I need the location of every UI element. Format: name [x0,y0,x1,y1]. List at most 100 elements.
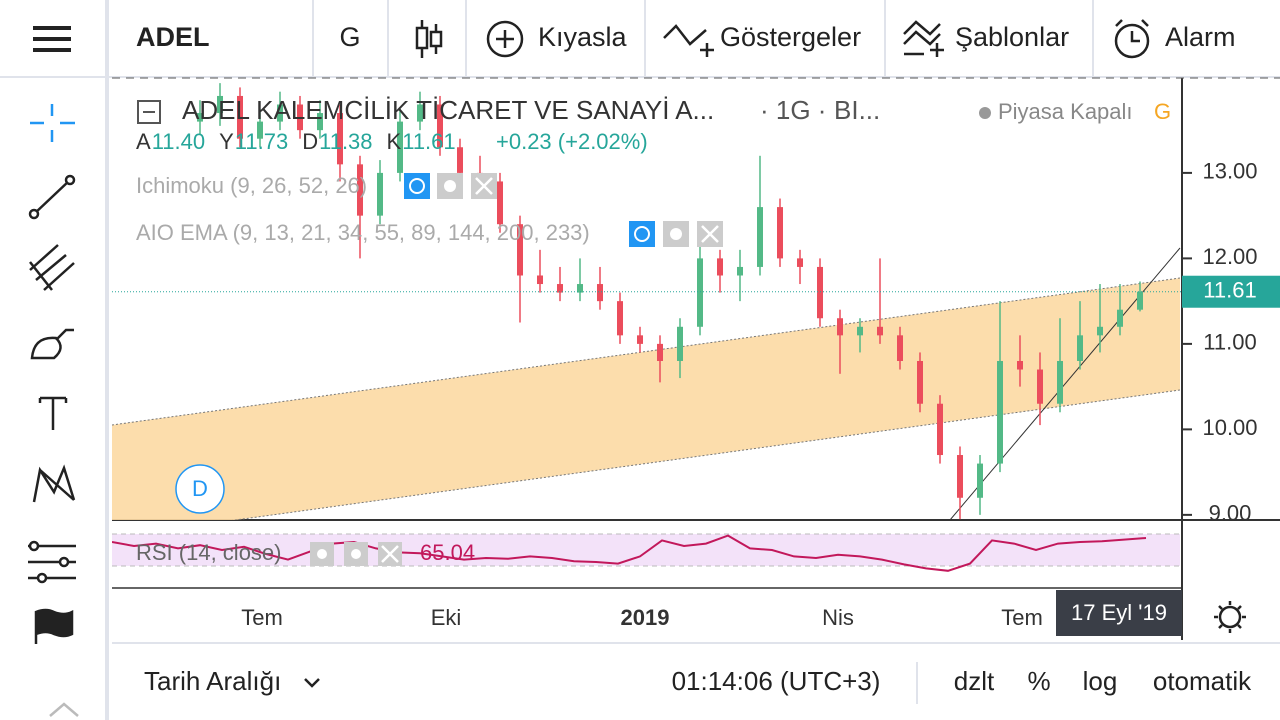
status-flag: G [1154,99,1171,124]
rsi-value: 65.04 [420,540,475,565]
candle-body [517,224,523,276]
change: +0.23 (+2.02%) [496,129,648,154]
candle-body [417,104,423,122]
ohlc-value: 11.40 [152,129,205,154]
alarm-icon[interactable] [1114,19,1150,59]
candle-body [997,360,1003,464]
alarm[interactable]: Alarm [1165,22,1236,52]
candle-body [337,113,343,165]
ohlc-value: 11.73 [235,129,288,154]
ohlc-key: Y [219,129,234,154]
indicators[interactable]: Göstergeler [720,22,861,52]
crosshair-tool[interactable] [30,104,75,142]
templates[interactable]: Şablonlar [955,22,1069,52]
candle-body [937,403,943,456]
top-toolbar: ADEL G Kıyasla Göstergeler Şablonlar Ala… [33,0,1236,77]
ohlc-value: 11.38 [319,129,372,154]
y-tick-label: 13.00 [1202,159,1257,184]
legend-title: ADEL KALEMCİLİK TİCARET VE SANAYİ A... [182,95,714,125]
menu-button[interactable] [33,26,71,52]
candle-body [557,284,563,293]
study-buttons[interactable] [310,173,723,566]
legend-exchange: BI... [834,95,880,125]
candle-body [1017,360,1023,370]
marker-label[interactable]: D [192,476,208,501]
candle-body [977,463,983,498]
rsi-line [112,534,1147,572]
templates-icon[interactable] [903,20,944,57]
log-toggle[interactable]: log [1083,666,1118,696]
left-toolbar [28,104,79,717]
bottom-bar: Tarih Aralığı 01:14:06 (UTC+3) dzlt % lo… [144,662,1252,704]
candle-body [197,113,203,122]
rsi-pane [112,533,1180,572]
channel-fill [112,278,1180,520]
y-tick-label: 11.00 [1203,330,1256,355]
fib-tool[interactable] [29,244,75,291]
indicators-icon[interactable] [663,24,714,57]
study-ema: AIO EMA (9, 13, 21, 34, 55, 89, 144, 200… [136,220,590,245]
y-tick-label: 10.00 [1202,415,1257,440]
compare-icon[interactable] [486,20,524,58]
clock: 01:14:06 (UTC+3) [672,666,881,696]
candle-body [677,326,683,361]
last-price-label: 11.61 [1203,278,1256,303]
interval[interactable]: G [339,22,360,52]
candle-body [617,301,623,336]
candle-body [637,335,643,344]
candle-body [437,104,443,148]
candle-body [797,258,803,267]
rsi-band [112,534,1180,566]
candle-body [577,284,583,293]
candle-body [1037,369,1043,404]
candle-body [897,335,903,361]
line-tool[interactable] [28,174,76,220]
compare[interactable]: Kıyasla [538,22,628,52]
market-status: Piyasa Kapalı [998,99,1133,124]
text-tool[interactable] [38,396,68,430]
ohlc-key: A [136,129,151,154]
candle-body [697,258,703,327]
candle-body [277,104,283,122]
x-tick-label: 2019 [621,605,670,630]
collapse-button[interactable] [137,100,161,124]
percent-toggle[interactable]: % [1027,666,1050,696]
candle-body [837,318,843,336]
legend-interval: · 1G · [760,95,826,125]
pattern-tool[interactable] [32,464,76,503]
candle-body [957,455,963,498]
candle-body [497,181,503,225]
crosshair-date-box [1056,590,1182,636]
y-tick-label: 9.00 [1209,501,1252,526]
brush-tool[interactable] [30,328,74,360]
adjust-toggle[interactable]: dzlt [954,666,995,696]
candle-body [597,284,603,302]
measure-tool[interactable] [28,540,76,584]
candle-body [377,172,383,216]
x-tick-label: Eki [431,605,462,630]
candles [112,83,1181,520]
last-price-tag [1182,275,1280,308]
candle-body [217,95,223,114]
candle-body [297,104,303,131]
candle-body [1077,335,1083,361]
ohlc-key: D [302,129,318,154]
candle-body [1097,326,1103,336]
ohlc-value: 11.61 [402,129,455,154]
rsi-label: RSI (14, close) [136,540,282,565]
dividend-marker[interactable] [175,464,225,514]
chart-type-icon[interactable] [415,20,443,58]
flag-tool[interactable] [34,608,74,644]
scroll-indicator[interactable] [49,702,79,717]
settings-icon[interactable] [1214,601,1246,633]
x-tick-label: Nis [822,605,854,630]
symbol[interactable]: ADEL [136,22,210,52]
candle-body [757,207,763,267]
candle-body [657,343,663,361]
auto-toggle[interactable]: otomatik [1153,666,1252,696]
candle-body [777,207,783,259]
candle-body [397,121,403,173]
candle-body [357,164,363,216]
date-range[interactable]: Tarih Aralığı [144,666,281,696]
